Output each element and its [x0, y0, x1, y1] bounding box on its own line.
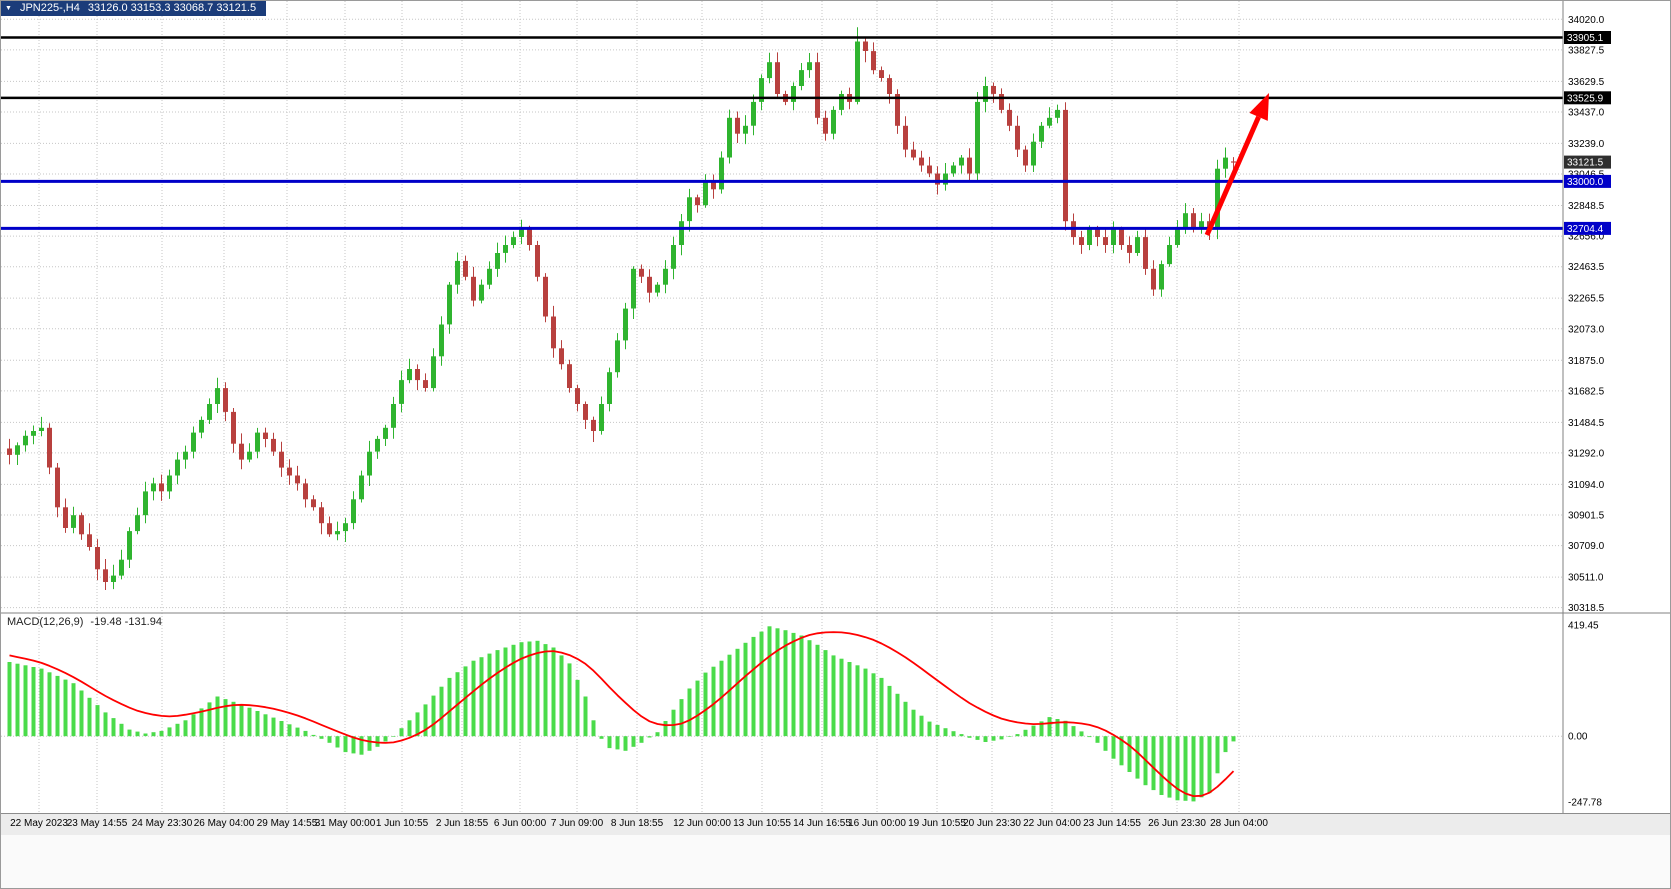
macd-values-label: -19.48 -131.94 — [90, 616, 162, 628]
svg-text:31682.5: 31682.5 — [1568, 386, 1605, 397]
time-axis-label: 31 May 00:00 — [314, 818, 376, 829]
macd-histogram — [7, 626, 1236, 802]
svg-text:33000.0: 33000.0 — [1567, 177, 1604, 188]
symbol-period-label: JPN225-,H4 — [19, 2, 80, 14]
time-axis-label: 13 Jun 10:55 — [733, 818, 791, 829]
svg-text:33239.0: 33239.0 — [1568, 139, 1605, 150]
pane-separators — [1, 1, 1670, 813]
price-axis-labels: 34020.033827.533629.533437.033239.033046… — [1568, 15, 1605, 614]
time-axis-label: 28 Jun 04:00 — [1210, 818, 1268, 829]
svg-text:419.45: 419.45 — [1568, 621, 1599, 632]
time-axis-label: 26 Jun 23:30 — [1148, 818, 1206, 829]
svg-text:-247.78: -247.78 — [1568, 797, 1602, 808]
svg-text:33437.0: 33437.0 — [1568, 107, 1605, 118]
time-axis-label: 19 Jun 10:55 — [908, 818, 966, 829]
macd-name-label: MACD(12,26,9) — [7, 616, 84, 628]
time-axis-label: 23 May 14:55 — [66, 818, 128, 829]
svg-text:31875.0: 31875.0 — [1568, 356, 1605, 367]
window-bottom-area — [1, 835, 1670, 888]
svg-text:31094.0: 31094.0 — [1568, 480, 1605, 491]
time-axis-label: 24 May 23:30 — [131, 818, 193, 829]
svg-text:0.00: 0.00 — [1568, 732, 1588, 743]
svg-text:30511.0: 30511.0 — [1568, 573, 1604, 584]
svg-text:33827.5: 33827.5 — [1568, 45, 1605, 56]
gridlines — [1, 1, 1563, 813]
svg-text:32656.0: 32656.0 — [1568, 232, 1605, 243]
svg-text:33905.1: 33905.1 — [1567, 33, 1604, 44]
svg-text:30901.5: 30901.5 — [1568, 511, 1605, 522]
svg-text:30318.5: 30318.5 — [1568, 603, 1605, 614]
svg-text:33525.9: 33525.9 — [1567, 93, 1604, 104]
time-axis-label: 1 Jun 10:55 — [375, 818, 429, 829]
svg-text:32463.5: 32463.5 — [1568, 262, 1605, 273]
time-axis-label: 20 Jun 23:30 — [963, 818, 1021, 829]
svg-text:31292.0: 31292.0 — [1568, 448, 1605, 459]
svg-text:32265.5: 32265.5 — [1568, 294, 1605, 305]
svg-text:30709.0: 30709.0 — [1568, 541, 1605, 552]
macd-indicator-label: MACD(12,26,9) -19.48 -131.94 — [7, 616, 162, 628]
horizontal-lines — [1, 36, 1563, 230]
svg-text:32704.4: 32704.4 — [1567, 224, 1604, 235]
macd-axis-labels: 419.45 0.00 -247.78 — [1568, 621, 1602, 809]
time-axis-label: 16 Jun 00:00 — [848, 818, 906, 829]
time-axis-label: 12 Jun 00:00 — [673, 818, 731, 829]
svg-text:34020.0: 34020.0 — [1568, 15, 1605, 26]
svg-text:32073.0: 32073.0 — [1568, 324, 1605, 335]
svg-text:31484.5: 31484.5 — [1568, 418, 1605, 429]
time-axis-label: 23 Jun 14:55 — [1083, 818, 1141, 829]
chart-info-triangle-icon: ▼ — [5, 5, 12, 12]
svg-text:32848.5: 32848.5 — [1568, 201, 1605, 212]
time-axis-label: 26 May 04:00 — [193, 818, 255, 829]
time-axis-label: 22 May 2023 — [10, 818, 68, 829]
time-axis-label: 29 May 14:55 — [256, 818, 318, 829]
candles-layer — [7, 27, 1236, 590]
time-axis-label: 8 Jun 18:55 — [610, 818, 664, 829]
time-axis-label: 14 Jun 16:55 — [793, 818, 851, 829]
time-axis[interactable]: 22 May 2023 23 May 14:55 24 May 23:30 26 Ma… — [1, 813, 1670, 835]
time-axis-label: 22 Jun 04:00 — [1023, 818, 1081, 829]
svg-text:33629.5: 33629.5 — [1568, 77, 1605, 88]
symbol-info-chip: ▼ JPN225-,H4 33126.0 33153.3 33068.7 331… — [1, 1, 267, 16]
ohlc-values-label: 33126.0 33153.3 33068.7 33121.5 — [87, 2, 257, 14]
time-axis-label: 7 Jun 09:00 — [550, 818, 604, 829]
trend-arrow-annotation — [1204, 93, 1269, 237]
svg-text:33121.5: 33121.5 — [1567, 158, 1604, 169]
time-axis-label: 2 Jun 18:55 — [435, 818, 489, 829]
chart-canvas[interactable]: 34020.033827.533629.533437.033239.033046… — [1, 1, 1671, 813]
macd-signal-line — [9, 631, 1235, 797]
time-axis-label: 6 Jun 00:00 — [493, 818, 547, 829]
price-axis-badges: 33905.1 33525.9 33121.5 33000.0 32704.4 — [1564, 31, 1611, 235]
